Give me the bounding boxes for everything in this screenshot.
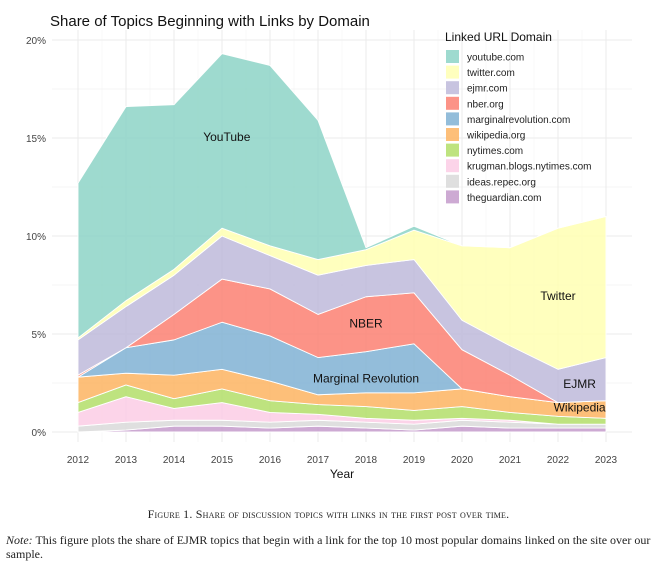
y-tick-label: 5% <box>32 330 47 341</box>
note-label: Note: <box>6 533 33 547</box>
legend: Linked URL Domain youtube.com twitter.com… <box>445 30 592 204</box>
legend-swatch <box>446 96 459 110</box>
y-tick-label: 0% <box>32 428 47 439</box>
legend-swatch <box>446 112 459 126</box>
x-tick-label: 2015 <box>211 455 234 466</box>
legend-swatch <box>446 81 459 95</box>
annotation-label: YouTube <box>203 130 250 144</box>
legend-label: nber.org <box>467 99 504 110</box>
legend-swatch <box>446 128 459 141</box>
annotation-label: Twitter <box>540 289 575 303</box>
legend-swatch <box>446 50 459 63</box>
x-tick-label: 2019 <box>403 455 426 466</box>
area-series <box>77 53 607 433</box>
legend-label: theguardian.com <box>467 193 542 204</box>
y-axis-ticks: 0% 5% 10% 15% 20% <box>26 36 46 439</box>
x-tick-label: 2012 <box>67 455 90 466</box>
legend-label: wikipedia.org <box>466 131 525 142</box>
x-tick-label: 2014 <box>163 455 186 466</box>
area-youtube-com <box>77 53 607 339</box>
legend-title: Linked URL Domain <box>445 30 552 44</box>
legend-label: marginalrevolution.com <box>467 115 570 126</box>
legend-swatch <box>446 143 459 157</box>
legend-label: nytimes.com <box>467 146 523 157</box>
y-tick-label: 15% <box>26 134 46 145</box>
legend-swatch <box>446 159 459 173</box>
x-tick-label: 2016 <box>259 455 282 466</box>
stacked-area-chart: YouTube NBER Marginal Revolution Twitter EJM… <box>26 13 632 481</box>
chart-title: Share of Topics Beginning with Links by … <box>50 13 370 30</box>
x-axis-label: Year <box>330 467 354 481</box>
x-tick-label: 2021 <box>499 455 522 466</box>
annotations: YouTube NBER Marginal Revolution Twitter EJM… <box>203 130 606 414</box>
figure-note: Note: This figure plots the share of EJM… <box>6 533 651 561</box>
y-tick-label: 10% <box>26 232 46 243</box>
x-tick-label: 2017 <box>307 455 330 466</box>
legend-label: twitter.com <box>467 68 515 79</box>
x-tick-label: 2022 <box>547 455 570 466</box>
legend-label: krugman.blogs.nytimes.com <box>467 162 592 173</box>
legend-label: youtube.com <box>467 53 524 64</box>
annotation-label: Wikipedia <box>554 401 606 415</box>
legend-swatch <box>446 65 459 79</box>
annotation-label: NBER <box>349 316 383 330</box>
x-tick-label: 2023 <box>595 455 618 466</box>
annotation-label: Marginal Revolution <box>313 371 419 385</box>
x-tick-label: 2020 <box>451 455 474 466</box>
x-tick-label: 2018 <box>355 455 378 466</box>
note-text: This figure plots the share of EJMR topi… <box>6 533 651 561</box>
x-axis-ticks: 2012 2013 2014 2015 2016 2017 2018 2019 2020 2021… <box>67 455 618 466</box>
legend-label: ideas.repec.org <box>467 177 536 188</box>
legend-swatch <box>446 190 459 204</box>
legend-swatch <box>446 174 459 188</box>
figure-caption: Figure 1. Share of discussion topics wit… <box>147 507 510 521</box>
legend-label: ejmr.com <box>467 84 508 95</box>
x-tick-label: 2013 <box>115 455 138 466</box>
annotation-label: EJMR <box>563 377 596 391</box>
y-tick-label: 20% <box>26 36 46 47</box>
